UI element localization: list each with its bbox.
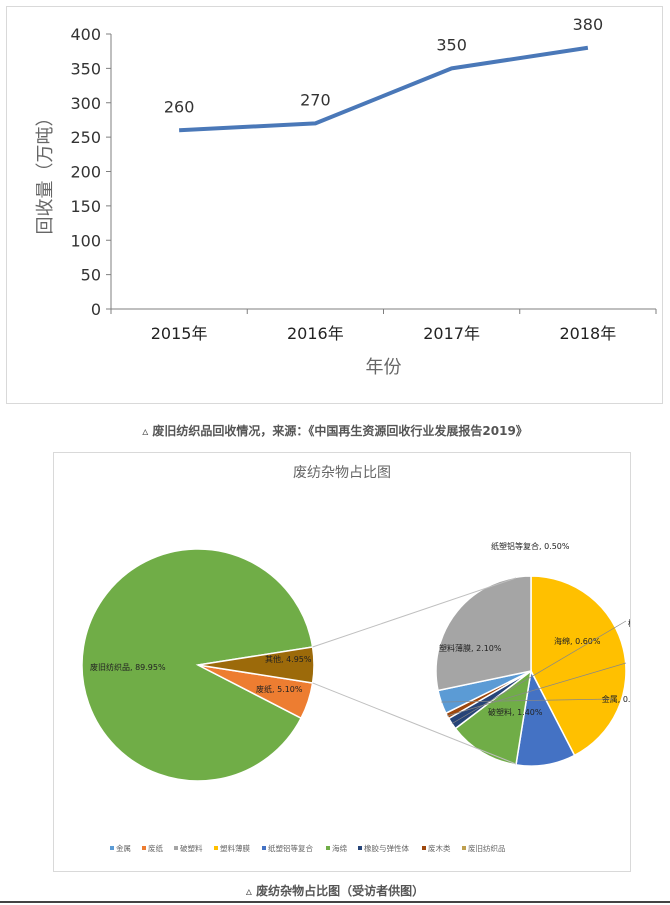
pie-chart-caption: ▵ 废纺杂物占比图（受访者供图） xyxy=(245,884,425,898)
data-label: 380 xyxy=(573,15,604,34)
legend-swatch xyxy=(110,846,114,850)
pie-slice-sub xyxy=(435,575,532,692)
pie-label-sub: 橡胶与弹性体,0.10% xyxy=(628,618,630,650)
data-label: 270 xyxy=(300,90,331,109)
legend-label: 橡胶与弹性体 xyxy=(364,843,409,853)
pie-slice-textile xyxy=(81,548,314,782)
pie-title: 废纺杂物占比图 xyxy=(293,465,391,481)
pie-label-sub: 塑料薄膜, 2.10% xyxy=(439,643,502,653)
y-tick-label: 300 xyxy=(70,94,101,113)
line-chart: 0 50 100 150 200 250 300 350 400 2015年 2016年 2017年 2… xyxy=(35,15,657,378)
label-leader-line xyxy=(441,698,614,703)
y-tick-label: 100 xyxy=(70,231,101,250)
connector-line-bottom xyxy=(312,682,517,765)
pie-label-other: 其他, 4.95% xyxy=(265,654,312,664)
y-tick-label: 150 xyxy=(70,197,101,216)
pie-slice-sub xyxy=(454,669,533,766)
legend-swatch xyxy=(326,846,330,850)
legend-swatch xyxy=(262,846,266,850)
legend-swatch xyxy=(142,846,146,850)
pie-slice-sub xyxy=(530,575,627,757)
pie-slice-other xyxy=(197,646,315,684)
y-tick-label: 0 xyxy=(91,300,101,319)
legend-label: 废纸 xyxy=(148,843,163,853)
x-tick-label: 2015年 xyxy=(151,324,208,343)
y-tick-label: 400 xyxy=(70,25,101,44)
legend-label: 塑料薄膜 xyxy=(220,843,250,853)
connector-line-top xyxy=(312,577,517,648)
y-tick-label: 50 xyxy=(81,266,101,285)
y-tick-label: 250 xyxy=(70,128,101,147)
pie-label-textile: 废旧纺织品, 89.95% xyxy=(90,662,166,672)
label-line: 橡胶与弹 xyxy=(628,618,630,628)
line-chart-caption: ▵ 废旧纺织品回收情况，来源：《中国再生资源回收行业发展报告2019》 xyxy=(142,424,528,438)
data-label: 350 xyxy=(436,35,467,54)
legend-label: 纸塑铝等复合 xyxy=(268,843,313,853)
legend-label: 废木类 xyxy=(428,843,451,853)
pie-label-sub: 海绵, 0.60% xyxy=(554,636,601,646)
legend-label: 废旧纺织品 xyxy=(468,843,506,853)
x-tick-label: 2016年 xyxy=(287,324,344,343)
legend-swatch xyxy=(214,846,218,850)
legend-label: 海绵 xyxy=(332,843,347,853)
legend-swatch xyxy=(462,846,466,850)
pie-label-sub: 纸塑铝等复合, 0.50% xyxy=(491,541,570,551)
y-tick-label: 200 xyxy=(70,163,101,182)
y-tick-label: 350 xyxy=(70,59,101,78)
label-leader-line xyxy=(451,620,627,724)
x-tick-label: 2017年 xyxy=(423,324,480,343)
legend-swatch xyxy=(422,846,426,850)
y-axis-title: 回收量（万吨） xyxy=(35,109,56,235)
label-leader-line xyxy=(447,662,627,717)
x-axis-title: 年份 xyxy=(366,357,402,378)
legend-label: 金属 xyxy=(116,843,131,853)
series-line xyxy=(179,45,589,133)
x-tick-label: 2018年 xyxy=(560,324,617,343)
legend-label: 破塑料 xyxy=(180,843,203,853)
pie-label-sub: 金属, 0.20% xyxy=(602,694,630,704)
page-divider xyxy=(0,901,670,903)
legend-swatch xyxy=(358,846,362,850)
data-label: 260 xyxy=(164,97,195,116)
legend-swatch xyxy=(174,846,178,850)
pie-label-paper: 废纸, 5.10% xyxy=(256,684,303,694)
pie-label-sub: 破塑料, 1.40% xyxy=(488,707,543,717)
pie-chart-panel: 废纺杂物占比图废旧纺织品, 89.95% 废纸, 5.10% 其他, 4.95% 塑料… xyxy=(53,452,660,872)
line-chart-panel: 0 50 100 150 200 250 300 350 400 2015年 2016年 2017年 2… xyxy=(6,6,663,404)
